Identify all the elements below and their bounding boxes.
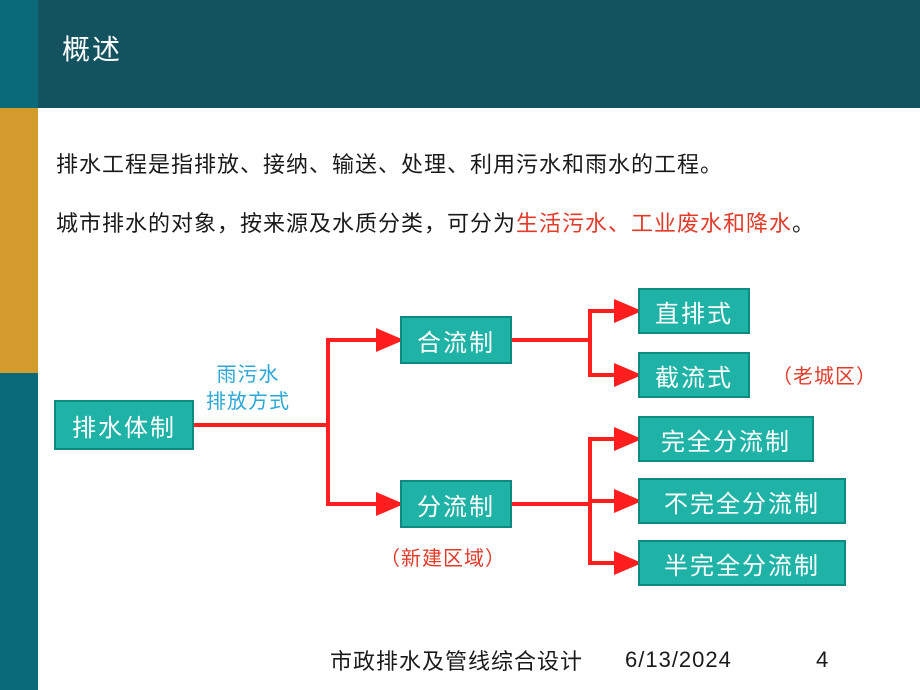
footer-page: 4 bbox=[816, 647, 829, 673]
new-area-label: （新建区域） bbox=[380, 546, 506, 573]
tree-edge-2 bbox=[512, 311, 638, 340]
method-label: 雨污水 排放方式 bbox=[206, 362, 290, 416]
slide: 概述 排水工程是指排放、接纳、输送、处理、利用污水和雨水的工程。 城市排水的对象… bbox=[0, 0, 920, 690]
old-city-label: （老城区） bbox=[772, 364, 877, 391]
method-label-line1: 雨污水 bbox=[217, 364, 280, 386]
tree-edge-4 bbox=[512, 439, 638, 504]
footer-date: 6/13/2024 bbox=[625, 647, 732, 673]
footer-title: 市政排水及管线综合设计 bbox=[330, 644, 583, 676]
method-label-line2: 排放方式 bbox=[206, 391, 290, 413]
tree-edge-3 bbox=[512, 340, 638, 375]
tree-edge-6 bbox=[512, 504, 638, 563]
tree-arrows bbox=[0, 0, 920, 690]
tree-edge-1 bbox=[194, 425, 400, 504]
slide-footer: 市政排水及管线综合设计 6/13/2024 4 bbox=[0, 630, 920, 690]
